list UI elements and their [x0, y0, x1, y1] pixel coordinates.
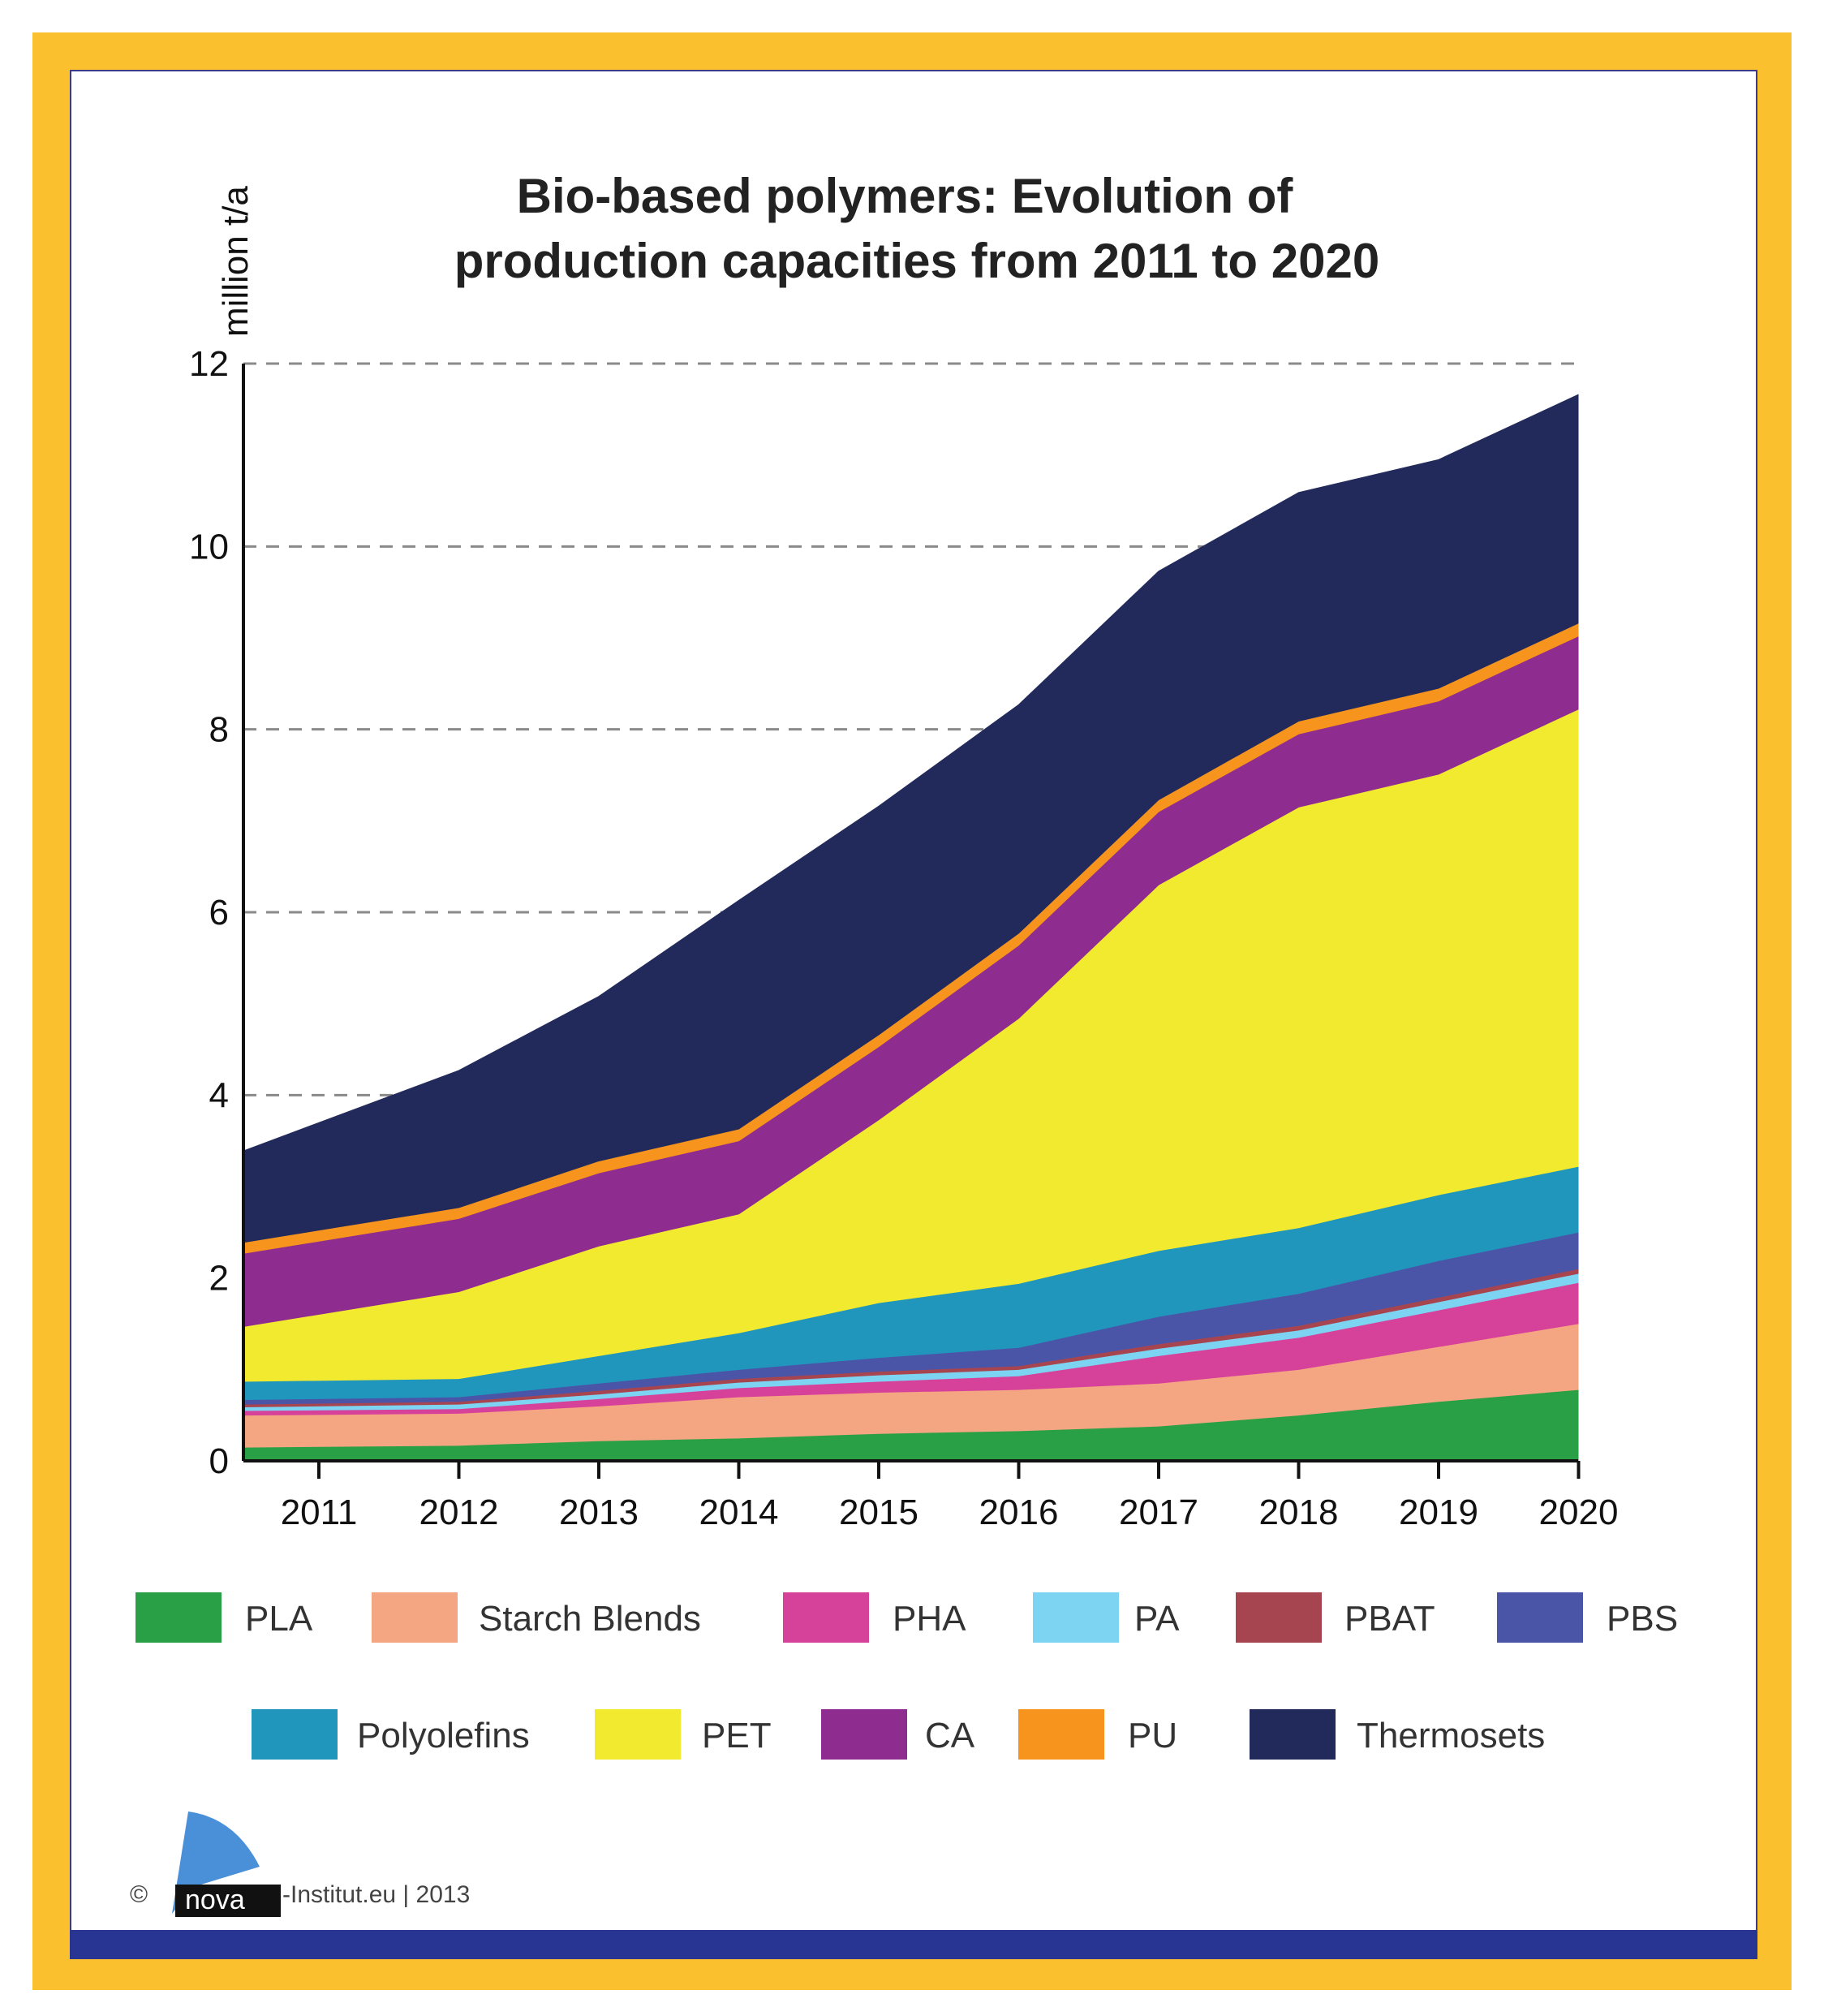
- y-tick-label-12: 12: [189, 344, 229, 384]
- copyright-symbol: ©: [130, 1881, 148, 1908]
- legend-swatch-thermosets: [1250, 1709, 1336, 1760]
- legend-swatch-ca: [821, 1709, 907, 1760]
- legend-label-pbat: PBAT: [1344, 1599, 1435, 1639]
- footer: © nova -Institut.eu | 2013: [130, 1811, 470, 1917]
- legend-item-pu: PU: [1018, 1709, 1177, 1760]
- area-thermosets: [243, 394, 1579, 1243]
- legend-item-pha: PHA: [783, 1592, 966, 1643]
- legend-label-pha: PHA: [893, 1599, 966, 1639]
- x-tick-label-2017: 2017: [1119, 1493, 1198, 1532]
- x-tick-label-2015: 2015: [839, 1493, 918, 1532]
- bottom-band: [70, 1930, 1757, 1959]
- legend-item-polyolefins: Polyolefins: [252, 1709, 530, 1760]
- axes: [242, 364, 1581, 1479]
- legend-swatch-starch-blends: [372, 1592, 458, 1643]
- legend-swatch-pla: [136, 1592, 222, 1643]
- chart-title-line-2: production capacities from 2011 to 2020: [454, 234, 1379, 288]
- nova-logo-text: nova: [185, 1885, 245, 1915]
- y-tick-label-0: 0: [209, 1441, 229, 1481]
- x-tick-labels: 2011 2012 2013 2014 2015 2016 2017 2018 2019 2020: [281, 1493, 1619, 1532]
- legend-item-pla: PLA: [136, 1592, 313, 1643]
- legend-item-pet: PET: [595, 1709, 772, 1760]
- legend-label-pla: PLA: [245, 1599, 313, 1639]
- x-tick-label-2016: 2016: [979, 1493, 1059, 1532]
- legend-label-thermosets: Thermosets: [1357, 1716, 1545, 1755]
- legend-swatch-pbat: [1236, 1592, 1322, 1643]
- legend-item-pbat: PBAT: [1236, 1592, 1435, 1643]
- legend-label-pet: PET: [702, 1716, 772, 1755]
- y-axis-label: million t/a: [216, 186, 256, 337]
- legend: PLA Starch Blends PHA PA PBAT PBS Polyolefins P…: [136, 1592, 1678, 1760]
- legend-item-pa: PA: [1033, 1592, 1180, 1643]
- x-tick-label-2014: 2014: [699, 1493, 779, 1532]
- legend-label-ca: CA: [925, 1716, 975, 1755]
- legend-swatch-pa: [1033, 1592, 1119, 1643]
- legend-label-pa: PA: [1134, 1599, 1180, 1639]
- y-tick-label-8: 8: [209, 710, 229, 750]
- legend-label-polyolefins: Polyolefins: [357, 1716, 530, 1755]
- x-tick-label-2012: 2012: [419, 1493, 499, 1532]
- legend-swatch-pu: [1018, 1709, 1104, 1760]
- legend-item-thermosets: Thermosets: [1250, 1709, 1545, 1760]
- legend-item-starch-blends: Starch Blends: [372, 1592, 701, 1643]
- nova-logo-box: [175, 1885, 281, 1917]
- legend-swatch-pbs: [1497, 1592, 1583, 1643]
- footer-site: -Institut.eu | 2013: [282, 1881, 470, 1908]
- legend-label-pbs: PBS: [1607, 1599, 1678, 1639]
- legend-label-starch-blends: Starch Blends: [479, 1599, 701, 1639]
- x-tick-label-2011: 2011: [281, 1493, 358, 1532]
- y-tick-label-10: 10: [189, 527, 229, 566]
- stacked-areas: [243, 394, 1579, 1462]
- y-tick-label-4: 4: [209, 1075, 229, 1115]
- y-tick-label-6: 6: [209, 893, 229, 933]
- x-tick-label-2020: 2020: [1539, 1493, 1619, 1532]
- legend-swatch-pha: [783, 1592, 869, 1643]
- x-tick-label-2018: 2018: [1259, 1493, 1339, 1532]
- legend-swatch-polyolefins: [252, 1709, 338, 1760]
- legend-item-ca: CA: [821, 1709, 975, 1760]
- y-tick-labels: 0 2 4 6 8 10 12: [189, 344, 229, 1481]
- y-tick-label-2: 2: [209, 1259, 229, 1299]
- legend-item-pbs: PBS: [1497, 1592, 1678, 1643]
- legend-swatch-pet: [595, 1709, 681, 1760]
- x-tick-label-2019: 2019: [1399, 1493, 1478, 1532]
- chart-title-line-1: Bio-based polymers: Evolution of: [517, 169, 1294, 223]
- chart-title: Bio-based polymers: Evolution of product…: [454, 169, 1379, 288]
- x-tick-label-2013: 2013: [559, 1493, 639, 1532]
- nova-logo-sail-icon: [172, 1811, 260, 1914]
- legend-label-pu: PU: [1128, 1716, 1177, 1755]
